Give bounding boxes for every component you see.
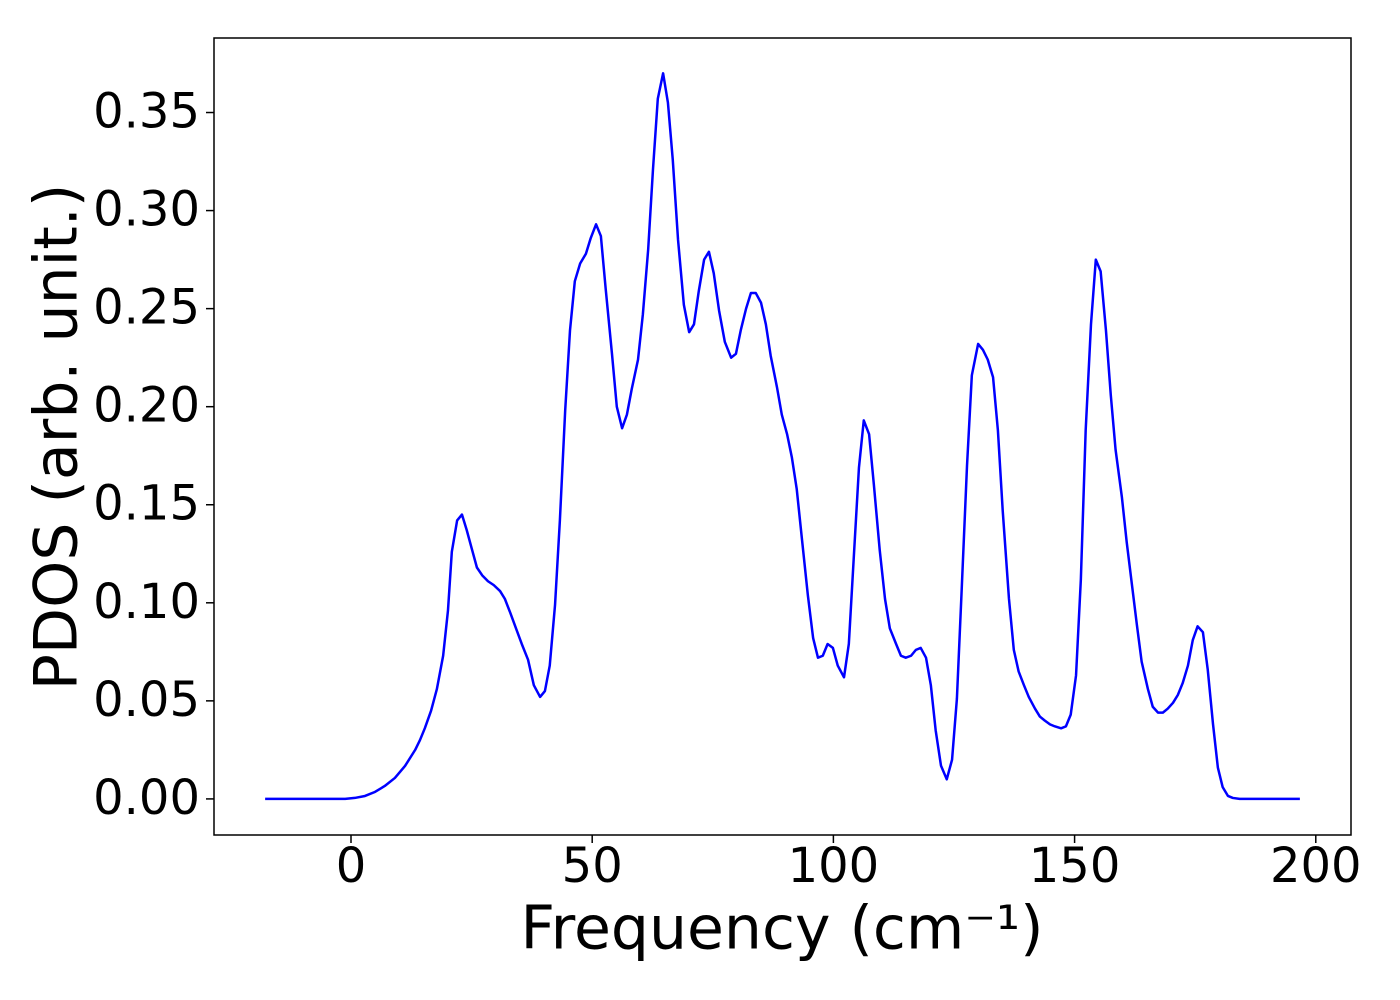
y-axis-label: PDOS (arb. unit.) [22,184,92,691]
y-tick-label: 0.25 [93,280,200,336]
x-tick-label: 50 [562,838,623,894]
x-tick-label: 0 [336,838,367,894]
x-axis-label: Frequency (cm⁻¹) [520,894,1043,964]
y-tick-label: 0.20 [93,378,200,434]
pdos-line [265,72,1300,801]
x-tick-label: 200 [1270,838,1362,894]
y-tick-label: 0.30 [93,182,200,238]
y-tick-label: 0.35 [93,84,200,140]
y-tick-label: 0.00 [93,770,200,826]
x-tick-label: 150 [1029,838,1121,894]
y-tick-label: 0.05 [93,672,200,728]
x-tick-label: 100 [788,838,880,894]
y-tick-label: 0.10 [93,574,200,630]
y-tick-label: 0.15 [93,476,200,532]
plot-frame [213,37,1352,836]
